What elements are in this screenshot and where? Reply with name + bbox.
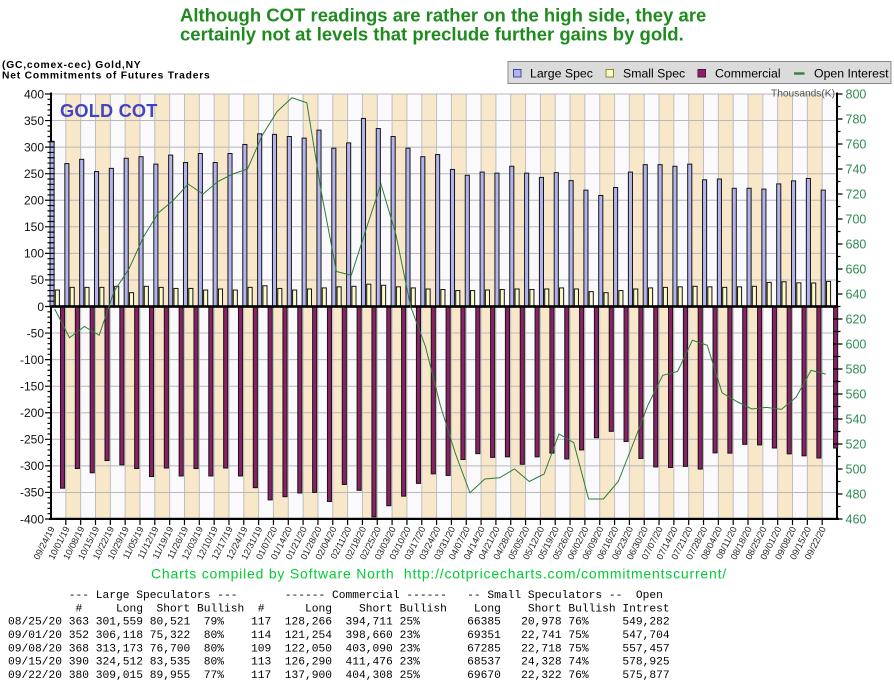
svg-text:-350: -350 — [20, 486, 44, 500]
svg-text:600: 600 — [846, 338, 867, 352]
svg-text:-400: -400 — [20, 512, 44, 526]
svg-text:-100: -100 — [20, 353, 44, 367]
svg-text:300: 300 — [24, 140, 44, 154]
svg-text:620: 620 — [846, 313, 867, 327]
svg-text:Net Commitments of Futures Tra: Net Commitments of Futures Traders — [2, 71, 211, 82]
svg-text:Large Spec: Large Spec — [530, 67, 593, 81]
svg-text:100: 100 — [24, 247, 44, 261]
svg-text:-250: -250 — [20, 433, 44, 447]
svg-text:400: 400 — [24, 87, 44, 101]
svg-text:760: 760 — [846, 138, 867, 152]
svg-text:09/01/20 352 306,118 75,322 8: 09/01/20 352 306,118 75,322 80% 114 121,… — [8, 630, 670, 642]
svg-text:-300: -300 — [20, 459, 44, 473]
svg-text:720: 720 — [846, 188, 867, 202]
svg-text:640: 640 — [846, 288, 867, 302]
svg-text:700: 700 — [846, 213, 867, 227]
svg-text:580: 580 — [846, 363, 867, 377]
svg-text:Charts compiled by Software No: Charts compiled by Software North http:/… — [151, 566, 727, 582]
svg-text:Although COT readings are rath: Although COT readings are rather on the … — [180, 5, 706, 26]
svg-text:-150: -150 — [20, 379, 44, 393]
svg-text:500: 500 — [846, 463, 867, 477]
svg-text:0: 0 — [37, 300, 44, 314]
svg-text:# Long Short Bullish #: # Long Short Bullish # Long Short Bullis… — [8, 603, 670, 615]
svg-text:09/08/20 368 313,173 76,700 8: 09/08/20 368 313,173 76,700 80% 109 122,… — [8, 643, 670, 655]
svg-text:680: 680 — [846, 238, 867, 252]
svg-text:200: 200 — [24, 194, 44, 208]
svg-text:560: 560 — [846, 388, 867, 402]
svg-text:Commercial: Commercial — [715, 67, 781, 81]
svg-text:--- Large Speculators ---: --- Large Speculators --- ------ Commerc… — [8, 590, 663, 602]
svg-text:GOLD COT: GOLD COT — [60, 101, 158, 121]
svg-text:520: 520 — [846, 438, 867, 452]
svg-text:780: 780 — [846, 113, 867, 127]
svg-text:460: 460 — [846, 513, 867, 527]
svg-text:50: 50 — [31, 273, 45, 287]
svg-text:Small Spec: Small Spec — [623, 67, 685, 81]
svg-text:Open Interest: Open Interest — [814, 67, 889, 81]
svg-text:740: 740 — [846, 163, 867, 177]
svg-text:150: 150 — [24, 220, 44, 234]
svg-text:09/22/20 380 309,015 89,955 7: 09/22/20 380 309,015 89,955 77% 117 137,… — [8, 670, 670, 682]
svg-text:800: 800 — [846, 88, 867, 102]
svg-text:(GC,comex-cec) Gold,NY: (GC,comex-cec) Gold,NY — [2, 60, 141, 71]
svg-text:350: 350 — [24, 114, 44, 128]
svg-text:08/25/20 363 301,559 80,521 7: 08/25/20 363 301,559 80,521 79% 117 128,… — [8, 617, 670, 629]
svg-text:480: 480 — [846, 488, 867, 502]
svg-text:540: 540 — [846, 413, 867, 427]
svg-text:-200: -200 — [20, 406, 44, 420]
svg-text:660: 660 — [846, 263, 867, 277]
svg-text:Thousands(K): Thousands(K) — [771, 89, 835, 100]
svg-text:09/15/20 390 324,512 83,535 8: 09/15/20 390 324,512 83,535 80% 113 126,… — [8, 657, 670, 669]
svg-text:250: 250 — [24, 167, 44, 181]
svg-text:certainly not at levels that p: certainly not at levels that preclude fu… — [180, 24, 684, 45]
svg-text:-50: -50 — [27, 326, 45, 340]
